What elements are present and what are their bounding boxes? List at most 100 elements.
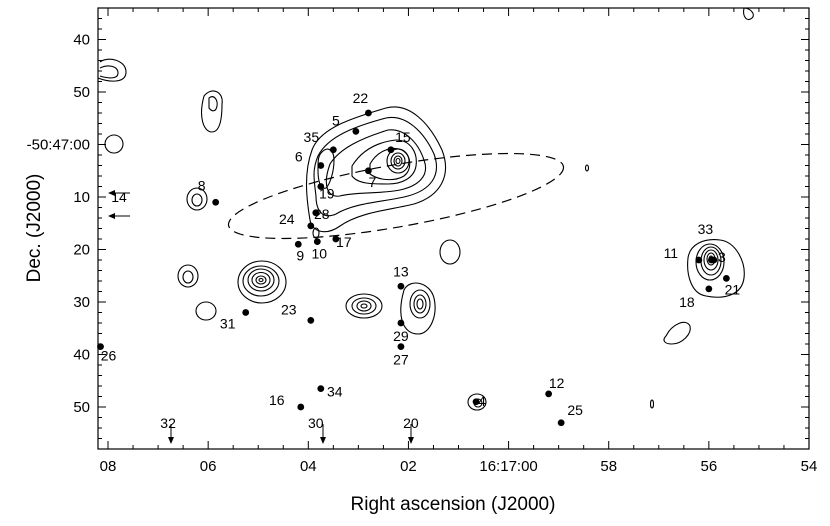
y-axis-label: Dec. (J2000) <box>24 174 45 283</box>
contour <box>325 129 426 197</box>
source-marker-9 <box>294 240 302 248</box>
x-tick-label: 06 <box>200 458 217 475</box>
y-tick-label: 20 <box>73 242 90 259</box>
contour <box>393 155 403 167</box>
source-label-6: 6 <box>295 149 303 165</box>
contour <box>416 298 424 310</box>
x-tick-label: 02 <box>400 458 417 475</box>
contour <box>409 289 431 319</box>
contour <box>208 96 218 112</box>
source-label-9: 9 <box>296 247 304 263</box>
source-marker-31 <box>242 309 250 316</box>
arrow-head <box>108 190 115 196</box>
source-label-34: 34 <box>327 384 343 400</box>
source-marker-18 <box>705 285 713 293</box>
source-marker-25 <box>557 419 565 427</box>
arrow-markers <box>108 190 414 444</box>
y-tick-label: 10 <box>73 189 90 206</box>
contour <box>312 227 320 239</box>
source-label-13: 13 <box>393 263 409 279</box>
contour <box>390 152 406 170</box>
source-label-7: 7 <box>368 174 376 190</box>
contour <box>360 303 368 309</box>
x-tick-label: 56 <box>701 458 718 475</box>
source-label-18: 18 <box>679 294 695 310</box>
source-label-17: 17 <box>336 234 352 250</box>
source-marker-26 <box>97 343 104 351</box>
source-marker-24 <box>307 222 315 230</box>
source-label-23: 23 <box>281 301 297 317</box>
source-marker-12 <box>545 390 553 398</box>
y-tick-label: 50 <box>73 399 90 416</box>
source-marker-13 <box>397 282 405 290</box>
contour <box>695 243 725 281</box>
contour <box>99 65 119 79</box>
source-label-12: 12 <box>549 375 565 391</box>
source-marker-35 <box>329 146 337 154</box>
source-label-11: 11 <box>664 245 679 261</box>
contour <box>247 268 275 292</box>
source-marker-34 <box>317 385 325 393</box>
source-label-3: 3 <box>718 249 726 265</box>
contour <box>104 134 124 154</box>
x-tick-label: 16:17:00 <box>479 458 537 475</box>
contour <box>351 297 377 315</box>
contour <box>191 193 203 207</box>
contour <box>242 265 280 297</box>
source-marker-33 <box>707 256 715 264</box>
source-label-32: 32 <box>160 415 176 431</box>
contour <box>255 275 267 285</box>
contour <box>182 270 194 284</box>
contour <box>687 239 745 298</box>
source-marker-16 <box>297 403 305 411</box>
source-marker-11 <box>695 256 703 264</box>
arrow-head <box>320 437 326 444</box>
x-tick-label: 04 <box>300 458 317 475</box>
source-marker-27 <box>397 343 405 351</box>
source-label-28: 28 <box>314 206 330 222</box>
contour <box>177 264 199 288</box>
x-axis-ticks: 08 06 04 02 16:17:00 58 56 54 <box>100 8 817 475</box>
source-label-27: 27 <box>393 352 409 368</box>
source-marker-4 <box>472 398 480 406</box>
source-marker-10 <box>313 238 321 246</box>
source-label-15: 15 <box>395 129 411 145</box>
arrow-head <box>408 437 414 444</box>
source-label-19: 19 <box>319 186 335 202</box>
contour <box>201 90 223 133</box>
error-ellipse <box>227 152 565 240</box>
contour <box>306 106 447 233</box>
source-marker-23 <box>307 316 315 324</box>
x-axis-label: Right ascension (J2000) <box>351 494 556 515</box>
source-marker-28 <box>312 209 320 217</box>
y-tick-label: 40 <box>73 347 90 364</box>
source-label-31: 31 <box>220 316 236 332</box>
source-marker-6 <box>317 162 325 169</box>
source-label-22: 22 <box>353 90 369 106</box>
contour <box>345 293 383 319</box>
source-label-35: 35 <box>304 129 320 145</box>
arrow-head <box>168 437 174 444</box>
contour <box>237 260 287 304</box>
contour <box>395 157 401 165</box>
source-label-26: 26 <box>101 348 117 364</box>
y-tick-label: 40 <box>73 32 90 49</box>
contour <box>584 164 590 172</box>
contour <box>467 393 487 411</box>
source-label-24: 24 <box>279 211 295 227</box>
source-label-10: 10 <box>312 246 328 262</box>
contour <box>369 147 411 181</box>
y-tick-label: -50:47:00 <box>27 137 90 154</box>
x-tick-label: 58 <box>600 458 617 475</box>
source-marker-7 <box>364 167 372 175</box>
contour <box>439 239 461 265</box>
contour <box>386 148 410 174</box>
source-marker-17 <box>332 235 340 243</box>
contour <box>97 58 127 82</box>
contour <box>351 139 417 185</box>
source-label-30: 30 <box>308 415 324 431</box>
source-marker-19 <box>317 183 325 190</box>
x-tick-label: 08 <box>100 458 117 475</box>
